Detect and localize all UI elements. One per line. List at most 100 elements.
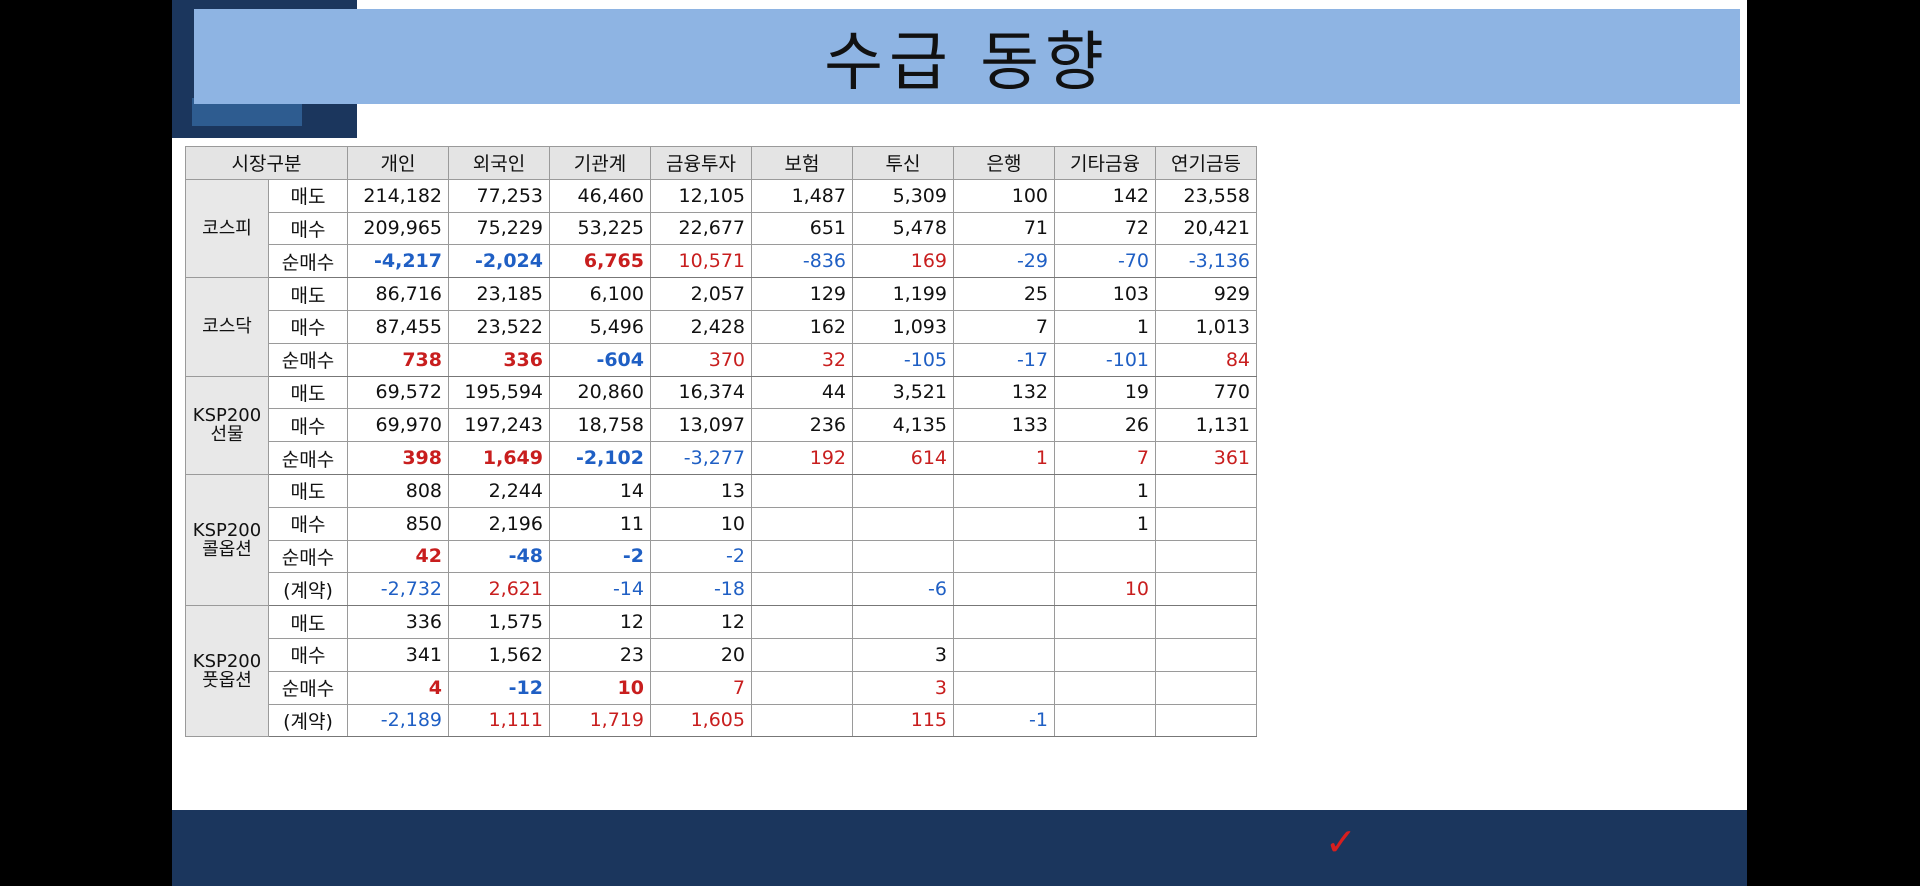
table-cell xyxy=(852,506,954,541)
table-cell: 1 xyxy=(1054,506,1156,541)
header-market: 시장구분 xyxy=(185,146,348,180)
table-row: (계약) -2,732 2,621 -14 -18 -6 10 xyxy=(186,572,1257,607)
table-cell: 770 xyxy=(1155,375,1257,410)
table-cell: 2,428 xyxy=(650,309,752,344)
table-cell: -2,189 xyxy=(347,703,449,738)
table-cell xyxy=(1155,605,1257,639)
table-cell: 13 xyxy=(650,473,752,508)
table-cell xyxy=(1155,539,1257,574)
table-cell: 71 xyxy=(953,211,1055,246)
supply-demand-table-wrapper: 시장구분 개인 외국인 기관계 금융투자 보험 투신 은행 기타금융 연기금등 코스피 매도 214,… xyxy=(185,146,1257,738)
table-cell: -6 xyxy=(852,572,954,607)
table-cell: 1,487 xyxy=(751,178,853,213)
table-cell: 738 xyxy=(347,342,449,377)
table-cell: 11 xyxy=(549,506,651,541)
table-cell: 850 xyxy=(347,506,449,541)
row-type-label: 순매수 xyxy=(268,441,348,475)
table-cell xyxy=(751,605,853,639)
table-cell: 6,100 xyxy=(549,277,651,311)
table-cell: 75,229 xyxy=(448,211,550,246)
table-cell: 1,131 xyxy=(1155,408,1257,443)
table-cell: -4,217 xyxy=(347,244,449,279)
market-label: KSP200 선물 xyxy=(185,375,269,475)
row-type-label: 매도 xyxy=(268,605,348,639)
table-cell: 192 xyxy=(751,441,853,475)
table-row: KSP200 풋옵션 매도 336 1,575 12 12 xyxy=(185,605,1257,738)
table-cell: 2,196 xyxy=(448,506,550,541)
table-cell: 1 xyxy=(953,441,1055,475)
table-cell: 10 xyxy=(1054,572,1156,607)
table-cell: 209,965 xyxy=(347,211,449,246)
table-cell: 23,558 xyxy=(1155,178,1257,213)
table-cell xyxy=(953,473,1055,508)
table-cell xyxy=(751,539,853,574)
table-cell: 23 xyxy=(549,637,651,672)
row-type-label: 매수 xyxy=(268,408,348,443)
table-cell: 197,243 xyxy=(448,408,550,443)
table-cell: 1 xyxy=(1054,473,1156,508)
table-cell: 13,097 xyxy=(650,408,752,443)
table-cell: 5,496 xyxy=(549,309,651,344)
table-cell: 115 xyxy=(852,703,954,738)
market-label: KSP200 풋옵션 xyxy=(185,605,269,738)
row-type-label: 매도 xyxy=(268,473,348,508)
row-type-label: 매수 xyxy=(268,211,348,246)
table-cell: 169 xyxy=(852,244,954,279)
row-type-label: (계약) xyxy=(268,703,348,738)
row-type-label: 매도 xyxy=(268,178,348,213)
header-cell: 금융투자 xyxy=(650,146,752,180)
table-cell xyxy=(852,605,954,639)
table-cell: -18 xyxy=(650,572,752,607)
row-type-label: 매도 xyxy=(268,277,348,311)
table-cell: 614 xyxy=(852,441,954,475)
table-cell: 42 xyxy=(347,539,449,574)
table-cell xyxy=(1155,637,1257,672)
table-cell: 46,460 xyxy=(549,178,651,213)
table-cell: -3,136 xyxy=(1155,244,1257,279)
table-cell: 20,860 xyxy=(549,375,651,410)
table-cell: -836 xyxy=(751,244,853,279)
table-row: 순매수 738 336 -604 370 32 -105 -17 -101 84 xyxy=(186,342,1257,377)
table-cell: 10 xyxy=(549,670,651,705)
table-cell: 336 xyxy=(347,605,449,639)
check-icon: ✓ xyxy=(1325,820,1357,864)
table-cell: 84 xyxy=(1155,342,1257,377)
row-type-label: 매수 xyxy=(268,506,348,541)
table-cell: 10,571 xyxy=(650,244,752,279)
row-type-label: 순매수 xyxy=(268,342,348,377)
table-cell: 142 xyxy=(1054,178,1156,213)
table-cell: -17 xyxy=(953,342,1055,377)
table-cell: -70 xyxy=(1054,244,1156,279)
table-cell: 12 xyxy=(650,605,752,639)
table-cell: 16,374 xyxy=(650,375,752,410)
table-cell: 1 xyxy=(1054,309,1156,344)
table-cell: 1,199 xyxy=(852,277,954,311)
table-cell xyxy=(1054,637,1156,672)
table-row: 코스피 매도 214,182 77,253 46,460 12,105 1,487 5,309… xyxy=(185,178,1257,279)
market-label: 코스닥 xyxy=(185,277,269,377)
table-cell: 3 xyxy=(852,637,954,672)
table-row: 코스닥 매도 86,716 23,185 6,100 2,057 129 1,199 25 103… xyxy=(185,277,1257,377)
table-cell xyxy=(953,605,1055,639)
table-cell: -2 xyxy=(549,539,651,574)
table-cell xyxy=(1155,473,1257,508)
row-type-label: 매수 xyxy=(268,637,348,672)
table-cell xyxy=(1054,605,1156,639)
table-cell: 341 xyxy=(347,637,449,672)
table-cell: 1,013 xyxy=(1155,309,1257,344)
table-cell: 1,111 xyxy=(448,703,550,738)
table-cell: -2 xyxy=(650,539,752,574)
table-cell: 20 xyxy=(650,637,752,672)
header-cell: 기타금융 xyxy=(1054,146,1156,180)
table-cell: -3,277 xyxy=(650,441,752,475)
table-cell: 808 xyxy=(347,473,449,508)
table-cell xyxy=(953,637,1055,672)
header-cell: 개인 xyxy=(347,146,449,180)
footer-bar xyxy=(172,810,1747,886)
supply-demand-table: 시장구분 개인 외국인 기관계 금융투자 보험 투신 은행 기타금융 연기금등 코스피 매도 214,… xyxy=(185,146,1257,738)
table-cell: 26 xyxy=(1054,408,1156,443)
table-cell: -105 xyxy=(852,342,954,377)
table-cell: 12,105 xyxy=(650,178,752,213)
table-cell: 2,621 xyxy=(448,572,550,607)
table-cell xyxy=(751,572,853,607)
